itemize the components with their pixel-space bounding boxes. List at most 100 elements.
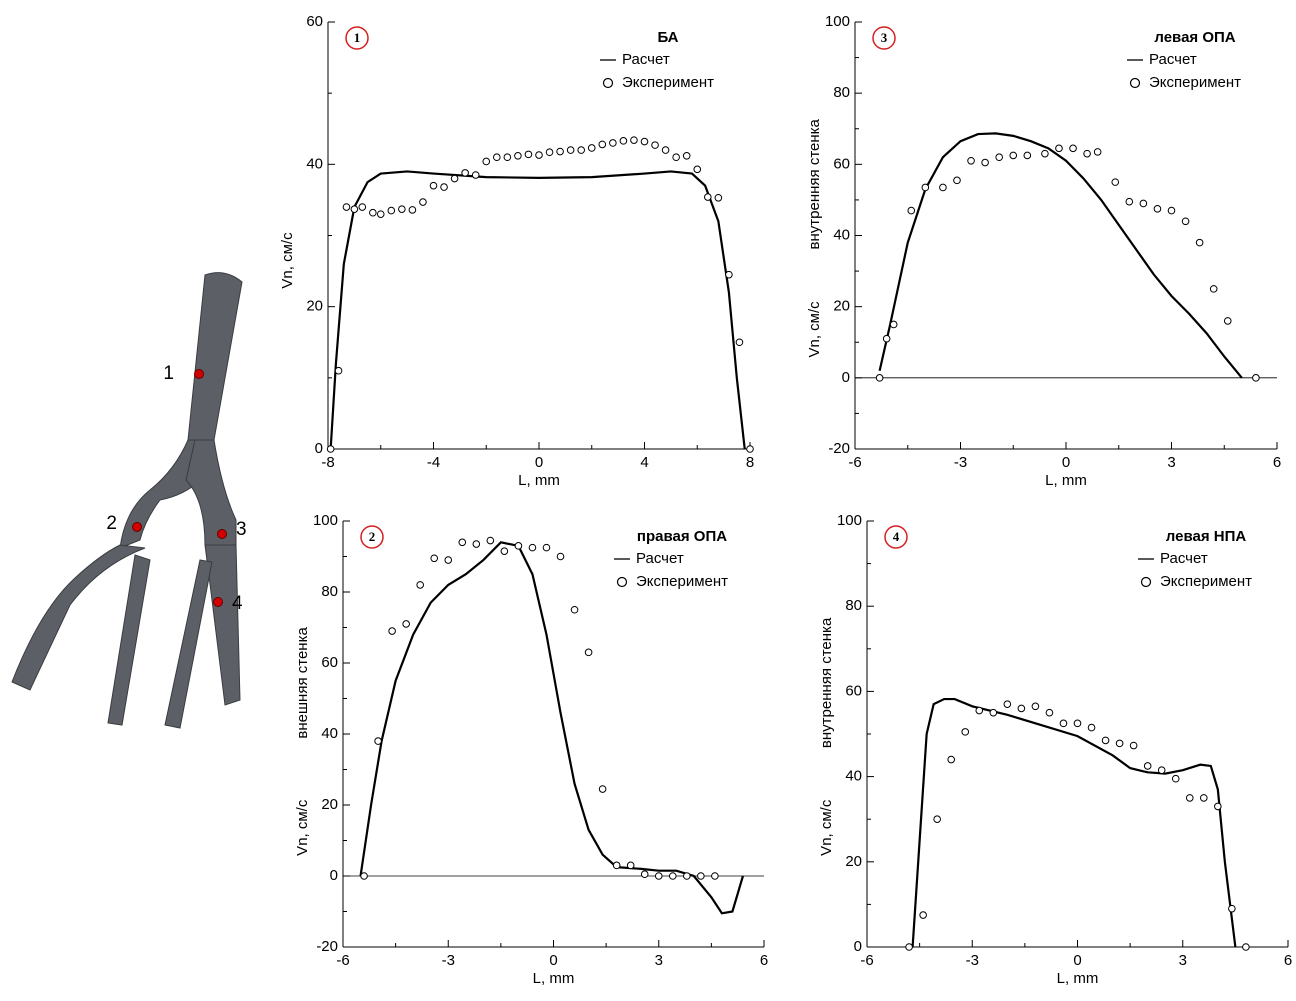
exp-point [640,137,649,146]
x-tick-label: 3 [655,952,663,969]
legend-marker [602,77,614,89]
exp-point [626,861,635,870]
chart-title: правая ОПА [637,528,727,545]
exp-point [556,552,565,561]
vessel-illustration [11,272,243,729]
exp-point [1093,148,1102,156]
exp-point [921,183,930,192]
exp-point [416,581,424,589]
x-tick-label: -6 [848,454,861,471]
exp-point [374,737,382,745]
exp-point [387,206,396,215]
exp-point [939,183,947,192]
exp-point [535,151,543,159]
legend-marker [616,576,628,588]
exp-point [326,445,335,453]
legend-label: Расчет [1160,550,1208,567]
y-axis-label: Vn, см/с [279,232,296,289]
exp-point [711,872,719,880]
x-tick-label: -4 [427,454,440,471]
exp-point [598,785,607,793]
exp-point [458,538,467,547]
exp-point [587,144,596,152]
y-axis-label: Vn, см/с [818,799,835,856]
exp-point [1115,739,1124,748]
exp-point [402,620,410,628]
y-tick-label: 100 [837,512,862,529]
legend-label: Расчет [1149,51,1197,68]
exp-point [619,137,628,145]
calc-line [911,697,1237,948]
x-tick-label: 0 [1073,952,1081,969]
exp-point [1111,178,1120,186]
y-tick-label: 80 [845,597,862,614]
wall-label: внутренняя стенка [818,617,835,748]
exp-point [1157,766,1166,775]
probe-point [132,522,142,532]
badge: 1 [354,30,361,45]
exp-point [342,203,351,211]
badge: 3 [881,30,888,45]
x-tick-label: -6 [860,952,873,969]
exp-point [704,193,712,201]
exp-point [408,206,417,214]
badge-circle [884,525,908,549]
legend-marker [1129,77,1141,89]
exp-point [682,151,691,160]
y-axis-label: Vn, см/с [806,301,823,358]
exp-point [651,141,659,149]
badge-circle [360,525,384,549]
x-tick-label: 6 [760,952,768,969]
exp-point [933,815,941,824]
legend-label: Эксперимент [1160,573,1252,590]
exp-point [514,542,523,550]
exp-point [369,208,377,217]
exp-point [612,861,621,870]
badge-circle [872,26,896,50]
exp-point [577,146,586,154]
x-tick-label: -8 [321,454,334,471]
exp-point [953,176,961,185]
legend-marker [1140,576,1152,588]
y-tick-label: 20 [321,796,338,813]
wall-label: внутренняя стенка [806,118,823,249]
chart-title: левая НПА [1166,528,1247,545]
probe-point [217,529,227,539]
exp-point [542,543,551,552]
y-tick-label: -20 [316,938,338,955]
x-tick-label: 0 [549,952,557,969]
y-tick-label: 60 [321,654,338,671]
y-tick-label: 100 [825,13,850,30]
exp-point [350,205,359,213]
exp-point [1083,149,1091,158]
x-tick-label: -6 [336,952,349,969]
legend-label: Эксперимент [636,573,728,590]
exp-point [1055,144,1063,153]
probe-point [194,369,204,379]
x-tick-label: 3 [1179,952,1187,969]
exp-point [609,139,617,147]
exp-point [430,554,439,563]
y-tick-label: 60 [306,13,323,30]
exp-point [1041,149,1049,158]
y-tick-label: 40 [833,226,850,243]
probe-label: 3 [236,519,247,540]
exp-point [1181,217,1190,226]
legend-label: Расчет [636,550,684,567]
badge-circle [345,26,369,50]
exp-point [566,146,575,154]
exp-point [334,366,343,375]
exp-point [1139,199,1148,208]
y-tick-label: 0 [842,369,850,386]
exp-point [725,270,733,279]
exp-point [697,872,705,880]
wall-label: внешняя стенка [294,627,311,739]
exp-point [735,338,744,347]
calc-line [878,132,1243,379]
exp-point [545,148,554,157]
y-tick-label: 0 [315,440,323,457]
exp-point [1200,794,1208,802]
x-tick-label: -3 [966,952,979,969]
exp-point [981,158,989,167]
x-tick-label: 0 [1062,454,1070,471]
